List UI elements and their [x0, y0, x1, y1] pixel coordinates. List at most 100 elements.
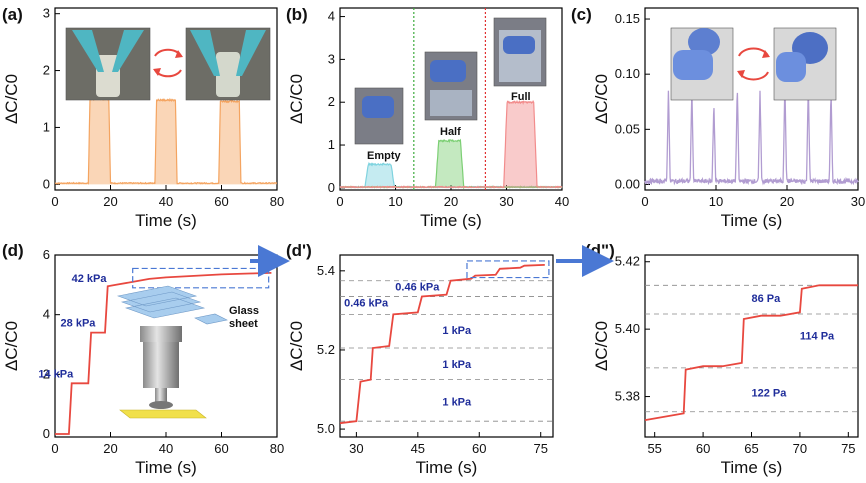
series-area-b-0 — [340, 163, 562, 188]
y-tick-label-b: 3 — [328, 51, 335, 66]
photo-b-half-hand — [430, 60, 466, 82]
x-tick-label-c: 20 — [780, 194, 794, 209]
glass-sheet-icon — [194, 313, 228, 325]
chart-d2: 55 60 65 70 75 5.38 5.40 5.42 Time (s) ΔC/C0 86 Pa… — [592, 254, 859, 477]
panel-label-d2: (d") — [585, 241, 615, 260]
panel-label-d1: (d') — [286, 241, 312, 260]
x-axis-label-d: Time (s) — [135, 458, 197, 477]
y-tick-label-b: 0 — [328, 180, 335, 195]
x-tick-label-d1: 75 — [533, 441, 547, 456]
x-tick-label-c: 10 — [709, 194, 723, 209]
x-axis-label-d1: Time (s) — [416, 458, 478, 477]
y-tick-label-b: 2 — [328, 94, 335, 109]
x-tick-label-d1: 60 — [472, 441, 486, 456]
photo-b-full-hand — [503, 36, 535, 54]
annotation-d2-0: 86 Pa — [752, 293, 782, 305]
annotation-d1-2: 1 kPa — [442, 325, 472, 337]
x-tick-label-d2: 60 — [696, 441, 710, 456]
y-axis-label-d2: ΔC/C0 — [592, 321, 611, 371]
y-axis-label-b: ΔC/C0 — [287, 74, 306, 124]
series-line-c — [644, 90, 859, 186]
x-tick-label-d1: 30 — [349, 441, 363, 456]
sensor-pad — [119, 409, 207, 419]
annotation-d2-1: 114 Pa — [800, 330, 835, 342]
annotation-d-1: 28 kPa — [61, 318, 97, 330]
y-tick-label-b: 1 — [328, 137, 335, 152]
photo-c-left-bulb — [688, 28, 720, 56]
photo-a-right-bottle — [216, 52, 240, 97]
x-tick-label-a: 0 — [51, 194, 58, 209]
y-tick-label-d2: 5.38 — [615, 389, 640, 404]
panel-label-d: (d) — [2, 241, 24, 260]
x-tick-label-d2: 70 — [793, 441, 807, 456]
y-tick-label-a: 2 — [43, 63, 50, 78]
x-axis-label-d2: Time (s) — [721, 458, 783, 477]
series-line-d2 — [644, 284, 858, 421]
y-tick-label-d: 6 — [43, 247, 50, 262]
chart-d1: 30 45 60 75 5.0 5.2 5.4 Time (s) ΔC/C0 0.46 kPa 0.… — [287, 254, 554, 477]
cycle-arrows-c-icon — [738, 47, 769, 81]
y-tick-label-a: 1 — [43, 119, 50, 134]
glass-sheet-label: Glass — [229, 305, 259, 317]
x-tick-label-d1: 45 — [411, 441, 425, 456]
panel-label-b: (b) — [286, 5, 308, 24]
cycle-arrowhead-c-icon — [737, 50, 770, 78]
annotation-d1-1: 0.46 kPa — [344, 297, 389, 309]
annotation-d1-4: 1 kPa — [442, 396, 472, 408]
y-tick-label-d2: 5.42 — [615, 254, 640, 269]
x-tick-label-d: 80 — [270, 441, 284, 456]
photo-c-right-hand — [776, 52, 806, 82]
y-tick-label-c: 0.15 — [615, 11, 640, 26]
tester-tip — [149, 401, 173, 409]
x-tick-label-b: 20 — [444, 194, 458, 209]
x-tick-label-b: 30 — [499, 194, 513, 209]
x-tick-label-c: 30 — [851, 194, 865, 209]
x-tick-label-c: 0 — [641, 194, 648, 209]
x-tick-label-d2: 75 — [841, 441, 855, 456]
y-tick-label-d2: 5.40 — [615, 321, 640, 336]
chart-d: 0 20 40 60 80 0 2 4 6 Time (s) ΔC/C0 42 kPa 28 kPa 14… — [2, 247, 284, 477]
x-tick-label-b: 0 — [336, 194, 343, 209]
photo-c-left-hand — [673, 50, 713, 80]
x-tick-label-d2: 55 — [647, 441, 661, 456]
y-tick-label-b: 4 — [328, 9, 335, 24]
tester-inset: Glass sheet — [116, 285, 259, 419]
glass-sheet-label-2: sheet — [229, 318, 258, 330]
annotation-d1-3: 1 kPa — [442, 359, 472, 371]
photo-inset-a — [65, 27, 271, 101]
series-line-b-2 — [339, 99, 563, 189]
plot-frame-d1 — [339, 254, 554, 438]
x-tick-label-a: 80 — [270, 194, 284, 209]
chart-c: 0 10 20 30 0.00 0.05 0.10 0.15 Time (s) ΔC/C0 — [592, 7, 865, 230]
annotation-d-0: 42 kPa — [72, 273, 108, 285]
series-area-a-0 — [55, 98, 277, 185]
y-axis-label-c: ΔC/C0 — [592, 74, 611, 124]
x-tick-label-a: 20 — [103, 194, 117, 209]
y-tick-label-d: 4 — [43, 307, 50, 322]
y-tick-label-c: 0.00 — [615, 176, 640, 191]
x-tick-label-d2: 65 — [744, 441, 758, 456]
y-axis-label-a: ΔC/C0 — [2, 74, 21, 124]
y-tick-label-d1: 5.0 — [317, 421, 335, 436]
series-line-d1 — [339, 264, 545, 425]
tester-head — [140, 326, 182, 342]
series-area-b-1 — [340, 139, 562, 188]
zoom-box-d — [132, 267, 270, 289]
tester-neck — [155, 388, 167, 402]
x-tick-label-d: 0 — [51, 441, 58, 456]
annotation-d1-0: 0.46 kPa — [395, 282, 440, 294]
y-tick-label-d: 0 — [43, 426, 50, 441]
y-tick-label-c: 0.05 — [615, 121, 640, 136]
y-tick-label-d1: 5.4 — [317, 263, 335, 278]
x-tick-label-d: 60 — [214, 441, 228, 456]
x-tick-label-a: 40 — [159, 194, 173, 209]
x-tick-label-b: 40 — [555, 194, 569, 209]
photo-b-half-water — [430, 90, 472, 116]
x-axis-label-c: Time (s) — [721, 211, 783, 230]
panel-label-c: (c) — [571, 5, 592, 24]
photo-a-left-gripper — [72, 30, 144, 72]
x-tick-label-b: 10 — [388, 194, 402, 209]
plot-frame-d2 — [644, 254, 859, 438]
y-axis-label-d: ΔC/C0 — [2, 321, 21, 371]
glass-sheets-stack — [116, 285, 206, 319]
